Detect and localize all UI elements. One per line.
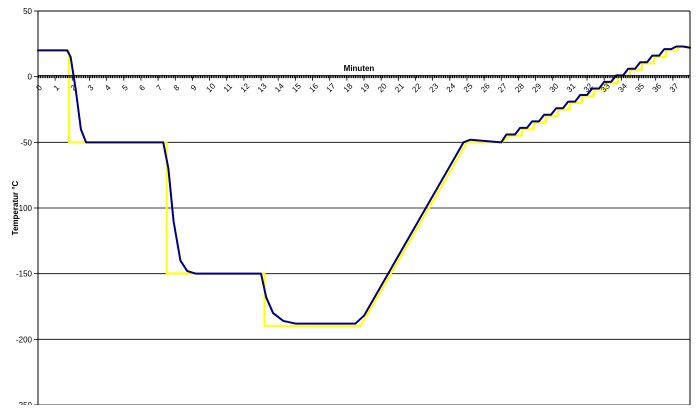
x-tick-labels: 0 1 2 3 4 5 6 7 8 9 10 11 12 13 14 15 16 17 18 19 20 21 22 23 24… [34,81,680,94]
x-tick-label: 21 [393,81,406,94]
y-tick-label: -50 [20,138,32,147]
x-tick-label: 8 [172,83,182,93]
y-tick-label: -100 [16,204,33,213]
x-tick-label: 24 [445,81,458,94]
x-tick-label: 0 [34,83,44,93]
series-line-navy [37,45,691,325]
y-tick-label: -250 [16,401,33,405]
x-tick-label: 10 [204,81,217,94]
x-axis-title: Minuten [344,64,375,73]
x-tick-label: 20 [376,81,389,94]
x-tick-label: 1 [52,83,62,93]
x-tick-label: 2 [69,83,79,93]
x-tick-label: 27 [496,81,509,94]
x-tick-label: 6 [137,83,147,93]
y-axis-title: Temperatur °C [11,180,20,235]
x-tick-label: 11 [222,81,235,94]
y-tick-label: 0 [28,73,33,82]
y-tick-label: 50 [23,7,32,16]
y-tick-label: -150 [16,270,33,279]
x-tick-label: 29 [530,81,543,94]
x-tick-label: 9 [189,83,199,93]
x-tick-label: 23 [428,81,441,94]
x-tick-label: 35 [633,81,646,94]
series-line-yellow [37,45,691,328]
x-tick-label: 28 [513,81,526,94]
x-tick-label: 37 [668,81,681,94]
x-tick-label: 31 [565,81,578,94]
x-tick-label: 26 [479,81,492,94]
x-tick-label: 4 [103,83,113,93]
x-tick-label: 30 [548,81,561,94]
x-tick-label: 18 [342,81,355,94]
x-tick-label: 19 [359,81,372,94]
x-tick-label: 5 [120,83,130,93]
y-tick-label: -200 [16,335,33,344]
series-lines [37,45,691,328]
x-tick-label: 17 [325,81,338,94]
x-tick-label: 3 [86,83,96,93]
x-tick-label: 16 [307,81,320,94]
x-tick-label: 12 [239,81,252,94]
x-tick-label: 13 [256,81,269,94]
x-tick-label: 7 [155,83,165,93]
x-tick-label: 25 [462,81,475,94]
x-tick-label: 22 [410,81,423,94]
x-tick-label: 14 [273,81,286,94]
x-tick-label: 36 [651,81,664,94]
x-tick-label: 15 [290,81,303,94]
axes [34,10,691,406]
